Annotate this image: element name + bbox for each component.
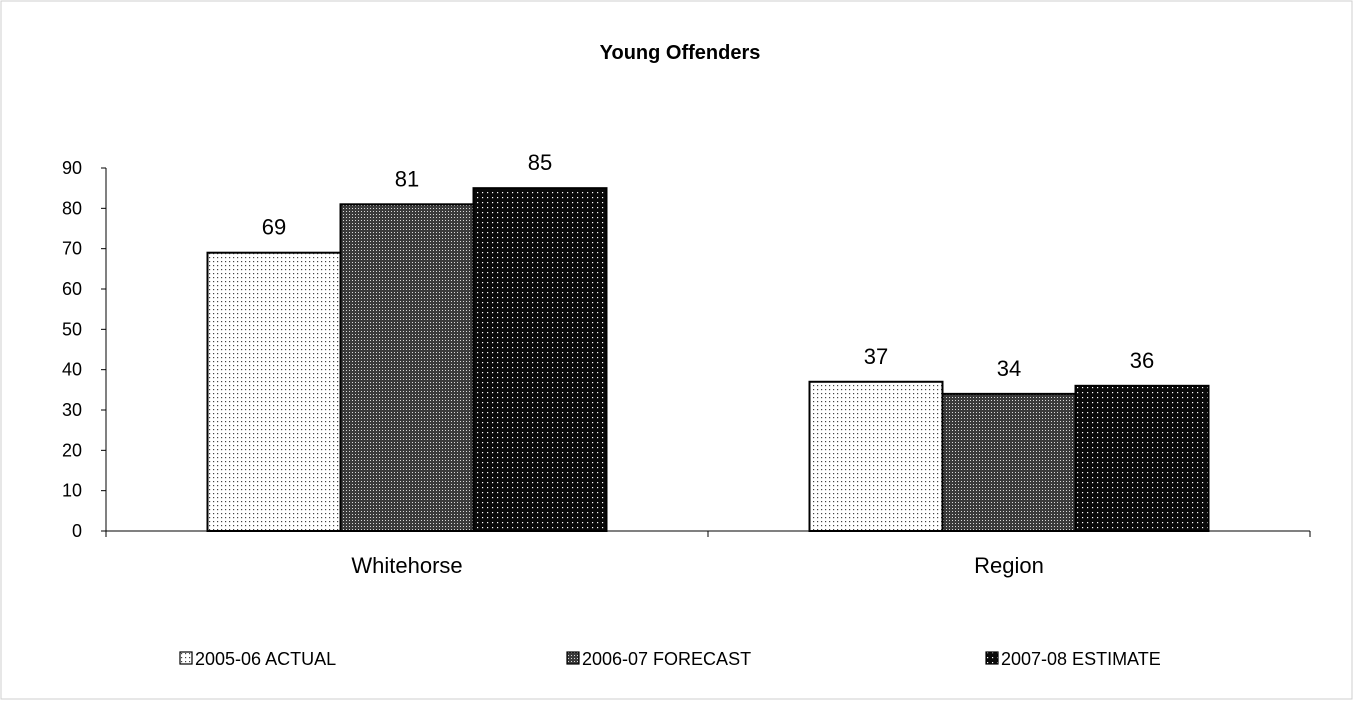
y-tick-label: 30 [62, 400, 82, 420]
data-label: 81 [395, 166, 419, 191]
data-labels: 69 81 85 37 34 36 [262, 150, 1154, 381]
legend-swatch [566, 651, 580, 665]
y-tick-label: 0 [72, 521, 82, 541]
x-tick-label: Whitehorse [351, 553, 462, 578]
y-tick-label: 60 [62, 279, 82, 299]
data-label: 34 [997, 356, 1021, 381]
chart-title: Young Offenders [600, 42, 761, 64]
bar [206, 251, 342, 532]
legend: 2005-06 ACTUAL 2006-07 FORECAST 2007-08 ES… [179, 649, 1161, 669]
legend-label: 2005-06 ACTUAL [195, 649, 336, 669]
data-label: 36 [1130, 348, 1154, 373]
bar [808, 380, 944, 532]
legend-label: 2006-07 FORECAST [582, 649, 751, 669]
y-tick-label: 90 [62, 158, 82, 178]
legend-swatch [985, 651, 999, 665]
legend-swatch [179, 651, 193, 665]
legend-item: 2007-08 ESTIMATE [985, 649, 1161, 669]
y-tick-label: 20 [62, 440, 82, 460]
data-label: 69 [262, 215, 286, 240]
y-tick-label: 80 [62, 198, 82, 218]
legend-item: 2006-07 FORECAST [566, 649, 751, 669]
legend-item: 2005-06 ACTUAL [179, 649, 336, 669]
x-tick-label: Region [974, 553, 1044, 578]
bar [1074, 384, 1210, 532]
bars [206, 187, 1210, 533]
legend-label: 2007-08 ESTIMATE [1001, 649, 1161, 669]
bar [472, 187, 608, 533]
bar [941, 392, 1077, 532]
y-tick-label: 40 [62, 360, 82, 380]
y-tick-label: 50 [62, 319, 82, 339]
bar [339, 203, 475, 533]
y-tick-label: 10 [62, 481, 82, 501]
data-label: 37 [864, 344, 888, 369]
data-label: 85 [528, 150, 552, 175]
y-tick-label: 70 [62, 239, 82, 259]
axes: 0 10 20 30 40 50 60 70 80 90 Whitehorse Region [62, 158, 1311, 578]
